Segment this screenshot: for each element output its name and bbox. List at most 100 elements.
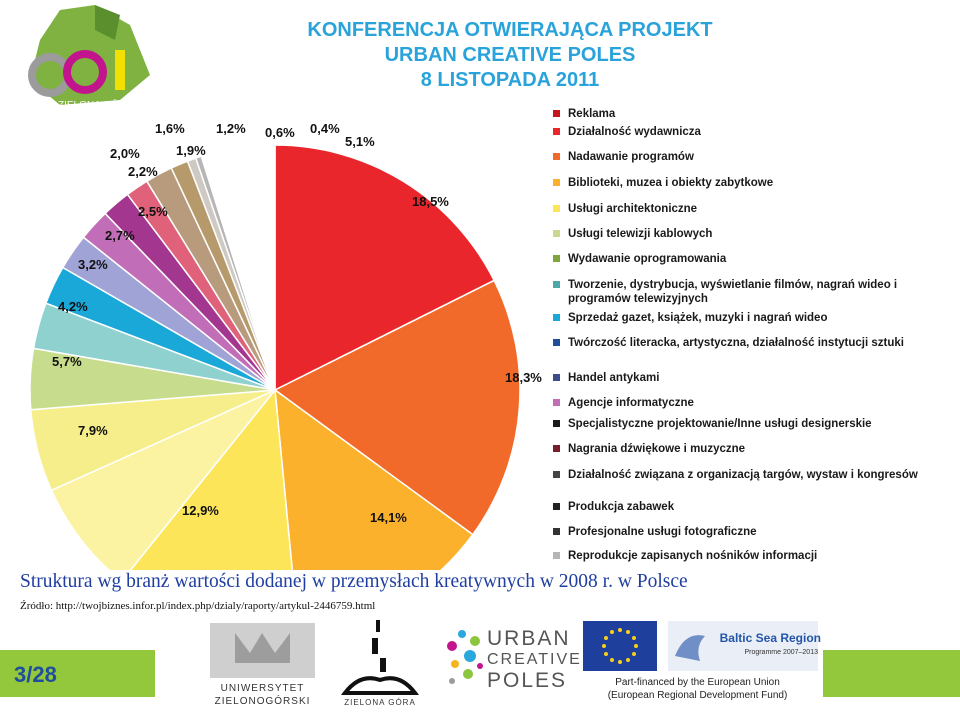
slice-label: 1,6% — [155, 121, 185, 136]
legend-entry: Sprzedaż gazet, książek, muzyki i nagrań… — [553, 311, 953, 325]
slice-label: 0,6% — [265, 125, 295, 140]
legend-swatch — [553, 339, 560, 346]
slice-label: 2,5% — [138, 204, 168, 219]
legend-swatch — [553, 552, 560, 559]
legend-swatch — [553, 230, 560, 237]
legend-swatch — [553, 153, 560, 160]
pie-chart: 18,5% 18,3% 14,1% 12,9% 7,9% 5,7% 4,2% 3,2% 2,7%… — [29, 121, 542, 570]
legend-entry: Profesjonalne usługi fotograficzne — [553, 525, 953, 539]
slice-label: 14,1% — [370, 510, 407, 525]
ucp-line-1: URBAN — [487, 627, 571, 650]
legend-swatch — [553, 281, 560, 288]
legend-entry: Działalność związana z organizacją targó… — [553, 468, 953, 482]
pie-slice — [274, 388, 474, 570]
slice-label: 5,7% — [52, 354, 82, 369]
zielona-gora-logo: ZIELONA GÓRA — [340, 618, 420, 713]
cci-logo: ZIELONA GÓRA — [0, 0, 180, 118]
pie-slice — [273, 279, 521, 536]
pie-slice — [129, 388, 294, 570]
legend-entry: Reprodukcje zapisanych nośników informac… — [553, 549, 953, 563]
ucp-line-3: POLES — [487, 669, 568, 692]
conference-title: KONFERENCJA OTWIERAJĄCA PROJEKT URBAN CR… — [250, 18, 770, 93]
legend-label: Profesjonalne usługi fotograficzne — [568, 526, 757, 538]
page-number: 3/28 — [14, 662, 57, 687]
legend-swatch — [553, 255, 560, 262]
chart-caption: Struktura wg branż wartości dodanej w pr… — [20, 571, 688, 592]
legend-swatch — [553, 471, 560, 478]
legend-label: Reprodukcje zapisanych nośników informac… — [568, 550, 818, 562]
legend-swatch — [553, 420, 560, 427]
pie-slice — [50, 389, 276, 570]
legend-entry: Agencje informatyczne — [553, 396, 953, 410]
slice-label: 2,2% — [128, 164, 158, 179]
baltic-sea-region-logo: Baltic Sea Region Programme 2007–2013 — [668, 621, 821, 671]
legend-label: Twórczość literacka, artystyczna, działa… — [568, 337, 904, 349]
urban-creative-poles-logo: URBAN CREATIVE POLES — [440, 618, 582, 698]
legend-entry: Twórczość literacka, artystyczna, działa… — [553, 336, 953, 350]
legend-entry: Usługi telewizji kablowych — [553, 227, 953, 241]
legend-label: Produkcja zabawek — [568, 501, 675, 513]
slice-label: 4,2% — [58, 299, 88, 314]
city-name: ZIELONA GÓRA — [344, 698, 416, 707]
legend-entry: Nadawanie programów — [553, 150, 953, 164]
university-name-line-2: ZIELONOGÓRSKI — [214, 696, 311, 707]
legend-entry: Tworzenie, dystrybucja, wyświetlanie fil… — [553, 278, 953, 306]
legend-label: Agencje informatyczne — [568, 397, 694, 409]
legend-entry: Działalność wydawnicza — [553, 125, 953, 139]
slice-label: 2,0% — [110, 146, 140, 161]
legend-label: Nagrania dźwiękowe i muzyczne — [568, 443, 746, 455]
slice-label: 12,9% — [182, 503, 219, 518]
university-logo: UNIWERSYTET ZIELONOGÓRSKI — [195, 618, 330, 713]
pie-slice — [200, 144, 276, 391]
legend-label: Działalność wydawnicza — [568, 126, 701, 138]
legend-swatch — [553, 503, 560, 510]
slice-label: 18,5% — [412, 194, 449, 209]
legend-label: Specjalistyczne projektowanie/Inne usług… — [568, 418, 872, 430]
baltic-title: Baltic Sea Region — [719, 631, 821, 645]
legend-swatch — [553, 314, 560, 321]
legend-entry: Biblioteki, muzea i obiekty zabytkowe — [553, 176, 953, 190]
slice-label: 18,3% — [505, 370, 542, 385]
legend-swatch — [553, 374, 560, 381]
legend-label: Handel antykami — [568, 372, 660, 384]
legend-entry: Produkcja zabawek — [553, 500, 953, 514]
slice-label: 7,9% — [78, 423, 108, 438]
slice-label: 1,9% — [176, 143, 206, 158]
eu-funding-logo: Baltic Sea Region Programme 2007–2013 Pa… — [580, 618, 821, 708]
legend-label: Biblioteki, muzea i obiekty zabytkowe — [568, 177, 774, 189]
legend-swatch — [553, 179, 560, 186]
legend-entry: Handel antykami — [553, 371, 953, 385]
legend-label: Nadawanie programów — [568, 151, 694, 163]
legend-entry: Usługi architektoniczne — [553, 202, 953, 216]
svg-text:ZIELONA GÓRA: ZIELONA GÓRA — [58, 98, 133, 111]
slice-label: 2,7% — [105, 228, 135, 243]
page-number-block: 3/28 — [0, 650, 155, 697]
legend-swatch — [553, 205, 560, 212]
pie-slice — [274, 144, 496, 392]
legend-entry: Specjalistyczne projektowanie/Inne usług… — [553, 417, 953, 431]
legend-swatch — [553, 399, 560, 406]
legend-label: Usługi telewizji kablowych — [568, 228, 713, 240]
slice-label: 1,2% — [216, 121, 246, 136]
legend-swatch — [553, 128, 560, 135]
legend-label: Usługi architektoniczne — [568, 203, 698, 215]
title-line-3: 8 LISTOPADA 2011 — [420, 69, 600, 91]
source-line: Źródło: http://twojbiznes.infor.pl/index… — [20, 600, 376, 612]
legend-label: Reklama — [568, 108, 616, 120]
legend-label: Tworzenie, dystrybucja, wyświetlanie fil… — [568, 279, 898, 305]
legend-label: Działalność związana z organizacją targó… — [568, 469, 918, 481]
eu-flag-icon — [583, 621, 657, 671]
legend-entry: Nagrania dźwiękowe i muzyczne — [553, 442, 953, 456]
title-line-1: KONFERENCJA OTWIERAJĄCA PROJEKT — [307, 19, 713, 41]
legend-entry: Reklama — [553, 107, 953, 121]
legend-swatch — [553, 445, 560, 452]
ucp-line-2: CREATIVE — [487, 651, 582, 668]
legend-swatch — [553, 528, 560, 535]
legend-entry: Wydawanie oprogramowania — [553, 252, 953, 266]
slice-label: 0,4% — [310, 121, 340, 136]
baltic-subtitle: Programme 2007–2013 — [744, 649, 818, 656]
eu-text-line-2: (European Regional Development Fund) — [607, 690, 788, 701]
title-line-2: URBAN CREATIVE POLES — [384, 44, 636, 66]
university-name-line-1: UNIWERSYTET — [220, 683, 305, 694]
legend-label: Sprzedaż gazet, książek, muzyki i nagrań… — [568, 312, 828, 324]
